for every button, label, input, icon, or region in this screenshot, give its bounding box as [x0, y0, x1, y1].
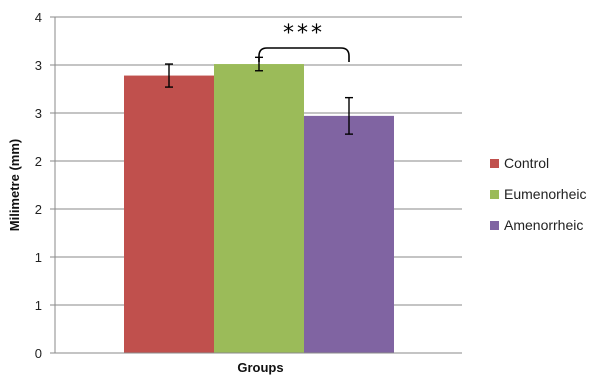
y-tick-label: 3	[35, 58, 42, 73]
y-axis-title: Milimetre (mm)	[7, 139, 22, 231]
bars	[124, 64, 394, 353]
y-tick-label: 2	[35, 202, 42, 217]
legend-label-eumenorheic: Eumenorheic	[504, 186, 587, 202]
bar-amenorrheic	[304, 115, 394, 353]
legend-swatch-eumenorheic	[490, 190, 499, 199]
legend-label-control: Control	[504, 155, 549, 171]
y-tick-label: 1	[35, 298, 42, 313]
bar-control	[124, 75, 214, 353]
y-tick-label: 4	[35, 10, 42, 25]
y-axis-ticks: 0 1 1 2 2 3 3 4	[35, 10, 55, 361]
y-tick-label: 0	[35, 346, 42, 361]
significance-label: ***	[283, 21, 325, 46]
legend-label-amenorrheic: Amenorrheic	[504, 217, 583, 233]
y-tick-label: 3	[35, 106, 42, 121]
significance-bracket-line	[258, 47, 350, 62]
legend-swatch-control	[490, 159, 499, 168]
significance-bracket: ***	[258, 21, 350, 62]
legend: Control Eumenorheic Amenorrheic	[490, 155, 587, 233]
y-tick-label: 2	[35, 154, 42, 169]
x-axis-title: Groups	[237, 360, 283, 375]
bar-eumenorheic	[214, 64, 304, 353]
legend-swatch-amenorrheic	[490, 221, 499, 230]
y-tick-label: 1	[35, 250, 42, 265]
